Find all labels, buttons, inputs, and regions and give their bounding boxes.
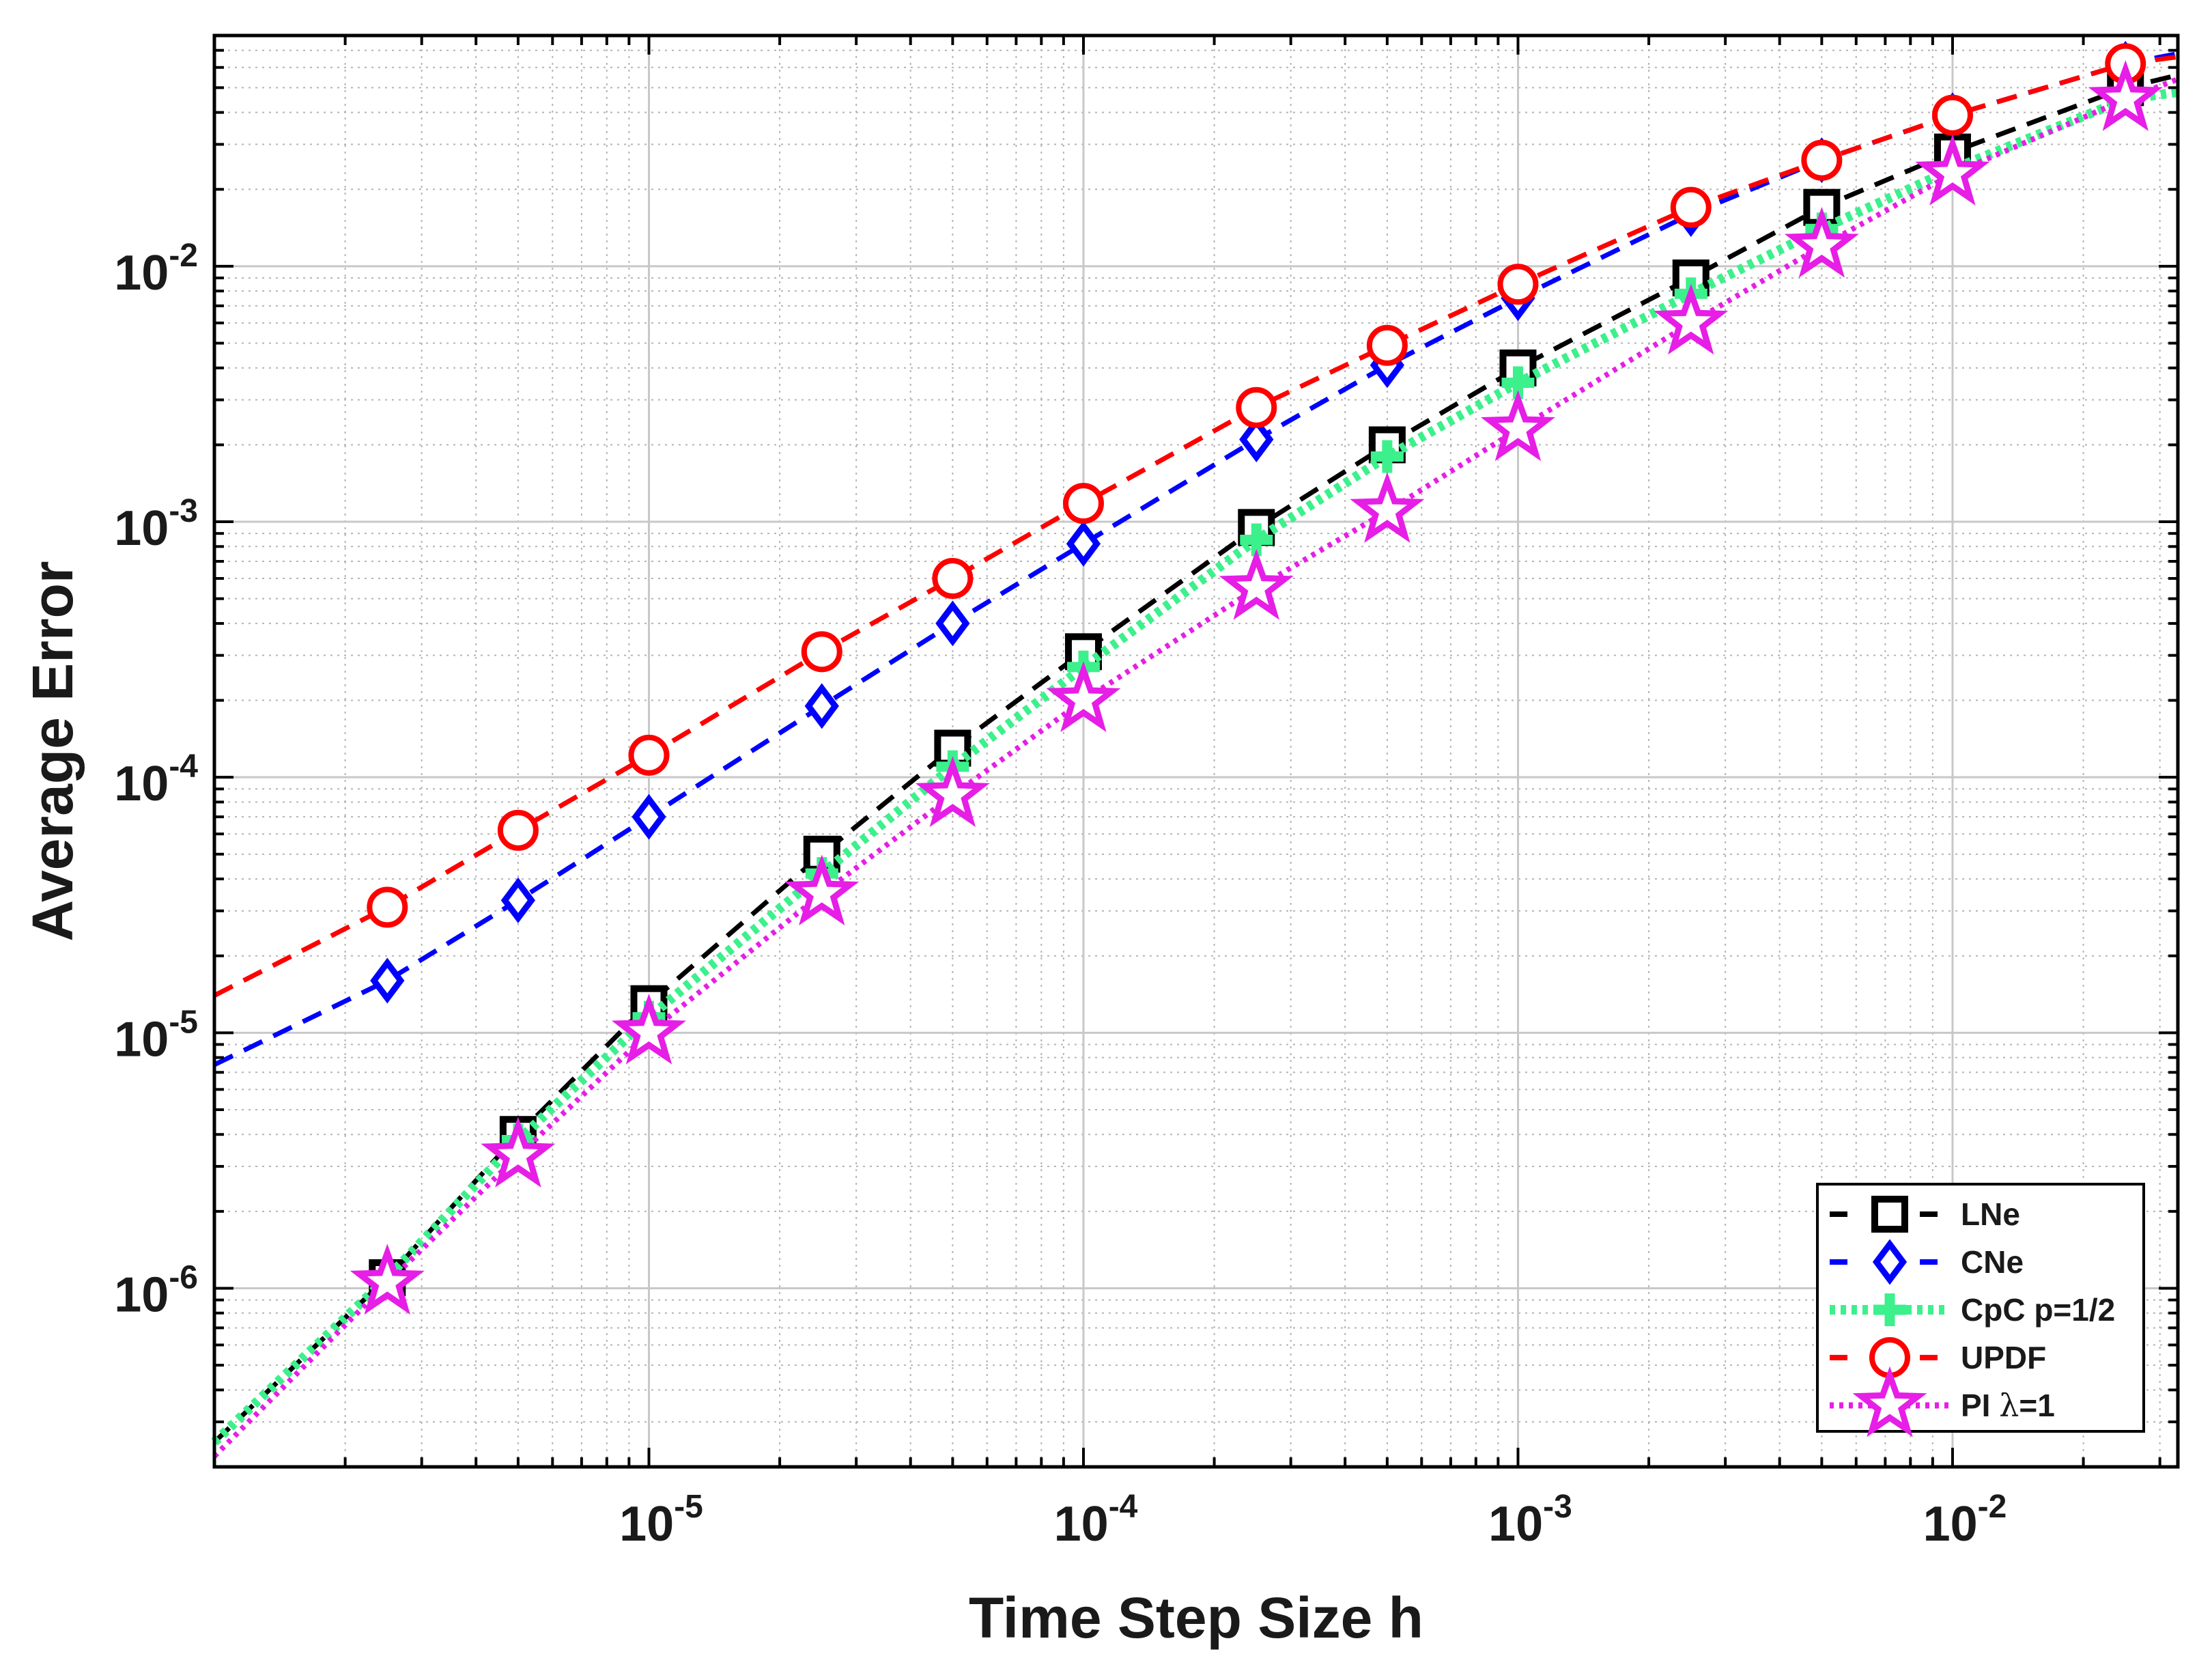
data-point bbox=[1219, 548, 1294, 620]
legend: LNe CNe CpC p=1/2 UPDF PI λ=1 bbox=[1816, 1183, 2145, 1437]
data-point bbox=[1370, 440, 1404, 473]
x-axis-title: Time Step Size h bbox=[969, 1586, 1423, 1650]
plot-frame bbox=[212, 33, 2180, 1469]
legend-entry: LNe bbox=[1830, 1196, 2020, 1233]
legend-label: PI λ=1 bbox=[1961, 1387, 2055, 1424]
x-tick-labels: 10-5 10-4 10-3 10-2 bbox=[619, 1489, 2007, 1552]
data-point bbox=[497, 809, 539, 851]
data-point bbox=[1366, 324, 1408, 366]
y-tick-label: 10-2 bbox=[114, 238, 198, 300]
data-point bbox=[611, 993, 686, 1065]
legend-entry: CNe bbox=[1830, 1239, 2024, 1285]
data-point bbox=[1931, 94, 1973, 136]
x-tick-label: 10-5 bbox=[619, 1489, 703, 1552]
x-tick-label: 10-4 bbox=[1054, 1489, 1138, 1552]
series-pi-1 bbox=[212, 60, 2179, 1459]
data-point bbox=[628, 734, 670, 776]
data-point bbox=[935, 600, 970, 647]
data-point bbox=[1480, 390, 1555, 462]
data-point bbox=[481, 1117, 556, 1188]
data-point bbox=[932, 558, 974, 600]
legend-entry: UPDF bbox=[1830, 1337, 2046, 1378]
data-point bbox=[1066, 520, 1101, 567]
data-point bbox=[1915, 135, 1990, 206]
legend-entry: CpC p=1/2 bbox=[1830, 1292, 2115, 1328]
data-point bbox=[350, 1244, 425, 1315]
legend-marker bbox=[1872, 1239, 1908, 1285]
data-point bbox=[1062, 483, 1104, 524]
data-point bbox=[1784, 206, 1859, 278]
data-point bbox=[915, 756, 990, 827]
data-point bbox=[2088, 60, 2163, 131]
axis-ticks bbox=[213, 34, 2178, 1468]
legend-marker bbox=[1871, 1196, 1908, 1233]
data-point bbox=[784, 854, 860, 926]
legend-label: CNe bbox=[1961, 1244, 2024, 1280]
y-tick-labels: 10-6 10-5 10-4 10-3 10-2 bbox=[114, 238, 198, 1323]
data-point bbox=[1654, 283, 1729, 355]
y-axis-title: Average Error bbox=[20, 561, 85, 941]
y-tick-label: 10-4 bbox=[114, 748, 198, 811]
legend-label: CpC p=1/2 bbox=[1961, 1292, 2115, 1328]
x-tick-label: 10-2 bbox=[1923, 1489, 2007, 1552]
data-point bbox=[1239, 416, 1274, 462]
y-tick-label: 10-3 bbox=[114, 493, 198, 556]
data-point bbox=[1801, 139, 1843, 181]
data-point bbox=[1236, 387, 1277, 428]
data-point bbox=[367, 886, 408, 928]
legend-label: UPDF bbox=[1961, 1340, 2046, 1375]
legend-label: LNe bbox=[1961, 1196, 2020, 1232]
y-tick-label: 10-6 bbox=[114, 1259, 198, 1322]
legend-marker bbox=[1852, 1366, 1927, 1437]
data-point bbox=[1350, 472, 1425, 543]
y-tick-label: 10-5 bbox=[114, 1004, 198, 1067]
series-updf bbox=[213, 43, 2179, 998]
data-point bbox=[632, 794, 666, 840]
data-point bbox=[1670, 186, 1712, 228]
x-tick-label: 10-3 bbox=[1488, 1489, 1572, 1552]
data-point bbox=[801, 631, 842, 673]
data-point bbox=[1046, 661, 1121, 732]
data-point bbox=[1497, 264, 1539, 305]
data-point bbox=[500, 877, 536, 923]
data-point bbox=[804, 683, 839, 729]
series-layer bbox=[211, 40, 2179, 1459]
legend-marker bbox=[1873, 1293, 1906, 1326]
data-point bbox=[370, 957, 405, 1004]
legend-entry: PI λ=1 bbox=[1830, 1366, 2055, 1437]
